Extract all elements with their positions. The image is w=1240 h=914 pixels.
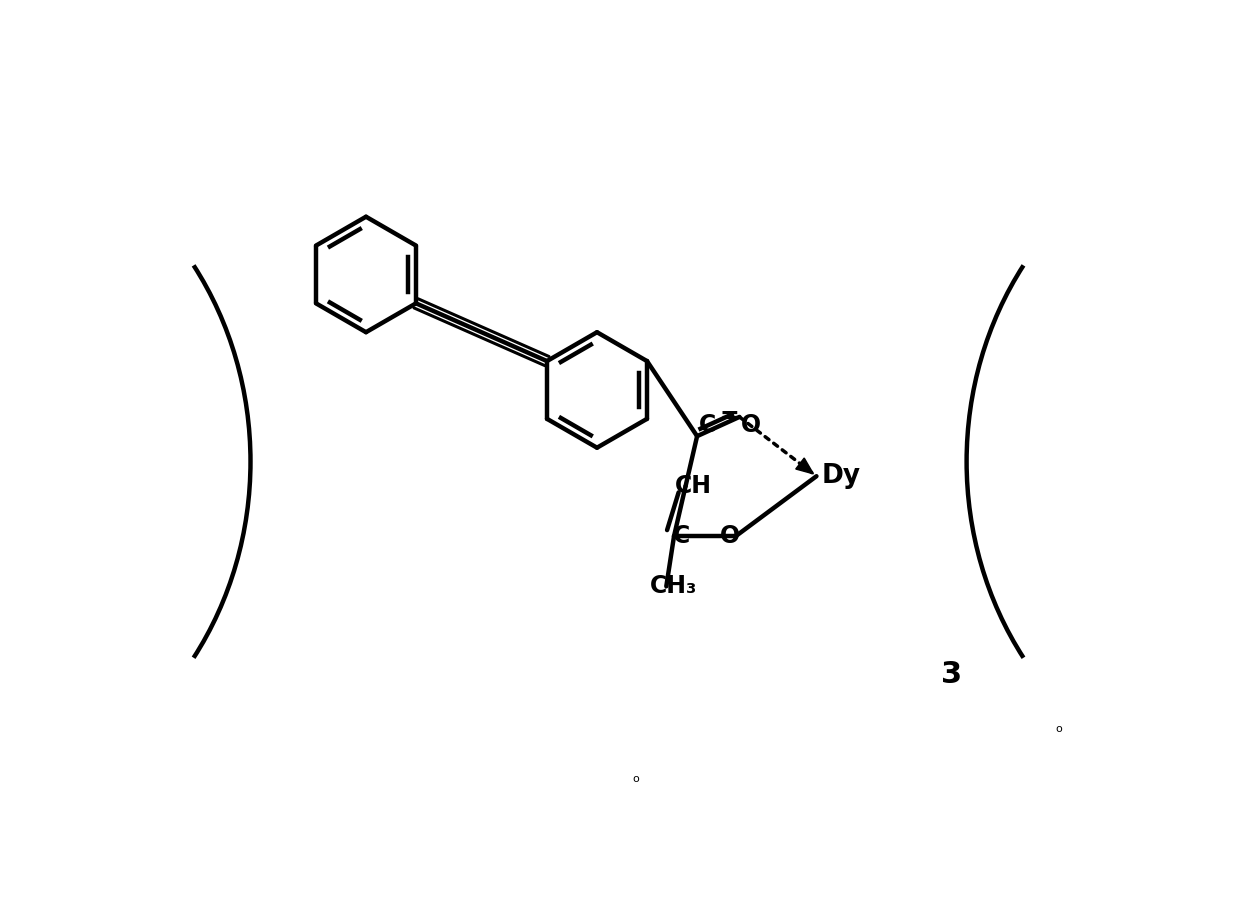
Text: C: C bbox=[699, 413, 717, 438]
Text: —: — bbox=[694, 525, 718, 548]
Text: Dy: Dy bbox=[822, 463, 861, 489]
Polygon shape bbox=[796, 458, 813, 473]
Text: =: = bbox=[719, 404, 739, 428]
Text: O: O bbox=[742, 412, 761, 437]
Text: 3: 3 bbox=[941, 660, 962, 689]
Text: o: o bbox=[1055, 724, 1063, 734]
Text: o: o bbox=[632, 774, 639, 784]
Text: CH₃: CH₃ bbox=[650, 574, 698, 599]
Text: O: O bbox=[719, 525, 739, 548]
Text: CH: CH bbox=[675, 474, 712, 498]
Text: C: C bbox=[673, 525, 691, 548]
